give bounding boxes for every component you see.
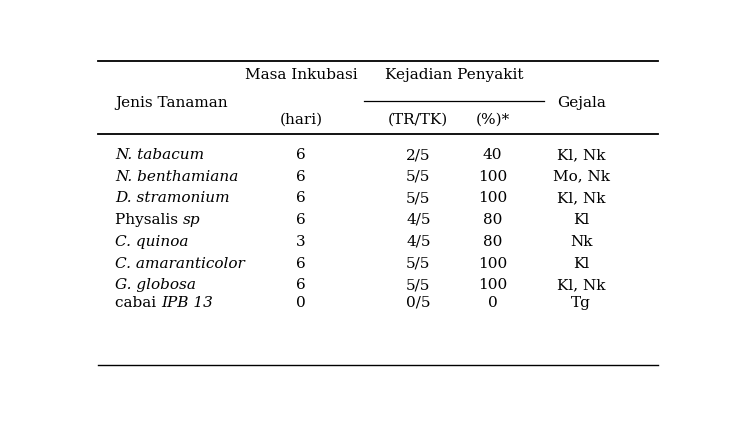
Text: 0: 0 (488, 296, 497, 310)
Text: 0/5: 0/5 (406, 296, 430, 310)
Text: 100: 100 (478, 170, 507, 184)
Text: C. quinoa: C. quinoa (115, 235, 189, 249)
Text: IPB 13: IPB 13 (161, 296, 213, 310)
Text: 80: 80 (483, 235, 503, 249)
Text: sp: sp (183, 213, 201, 227)
Text: 6: 6 (296, 278, 306, 292)
Text: Nk: Nk (570, 235, 593, 249)
Text: 5/5: 5/5 (406, 257, 430, 271)
Text: Kl: Kl (573, 213, 590, 227)
Text: 6: 6 (296, 257, 306, 271)
Text: cabai: cabai (115, 296, 161, 310)
Text: C. amaranticolor: C. amaranticolor (115, 257, 245, 271)
Text: Kl, Nk: Kl, Nk (557, 278, 605, 292)
Text: Physalis: Physalis (115, 213, 183, 227)
Text: Tg: Tg (571, 296, 591, 310)
Text: Masa Inkubasi: Masa Inkubasi (245, 68, 357, 82)
Text: 0: 0 (296, 296, 306, 310)
Text: Kl, Nk: Kl, Nk (557, 148, 605, 162)
Text: 6: 6 (296, 213, 306, 227)
Text: Mo, Nk: Mo, Nk (553, 170, 610, 184)
Text: 100: 100 (478, 278, 507, 292)
Text: 6: 6 (296, 148, 306, 162)
Text: 100: 100 (478, 192, 507, 206)
Text: Jenis Tanaman: Jenis Tanaman (115, 96, 228, 110)
Text: Kl, Nk: Kl, Nk (557, 192, 605, 206)
Text: 100: 100 (478, 257, 507, 271)
Text: 6: 6 (296, 192, 306, 206)
Text: 5/5: 5/5 (406, 278, 430, 292)
Text: 80: 80 (483, 213, 503, 227)
Text: 3: 3 (296, 235, 306, 249)
Text: D. stramonium: D. stramonium (115, 192, 230, 206)
Text: G. globosa: G. globosa (115, 278, 196, 292)
Text: 40: 40 (483, 148, 503, 162)
Text: 2/5: 2/5 (406, 148, 430, 162)
Text: 6: 6 (296, 170, 306, 184)
Text: 5/5: 5/5 (406, 170, 430, 184)
Text: N. tabacum: N. tabacum (115, 148, 204, 162)
Text: (hari): (hari) (280, 112, 323, 126)
Text: N. benthamiana: N. benthamiana (115, 170, 238, 184)
Text: Kejadian Penyakit: Kejadian Penyakit (384, 68, 523, 82)
Text: Kl: Kl (573, 257, 590, 271)
Text: Gejala: Gejala (557, 96, 606, 110)
Text: 4/5: 4/5 (406, 235, 430, 249)
Text: 4/5: 4/5 (406, 213, 430, 227)
Text: (TR/TK): (TR/TK) (388, 112, 449, 126)
Text: (%)*: (%)* (475, 112, 510, 126)
Text: 5/5: 5/5 (406, 192, 430, 206)
